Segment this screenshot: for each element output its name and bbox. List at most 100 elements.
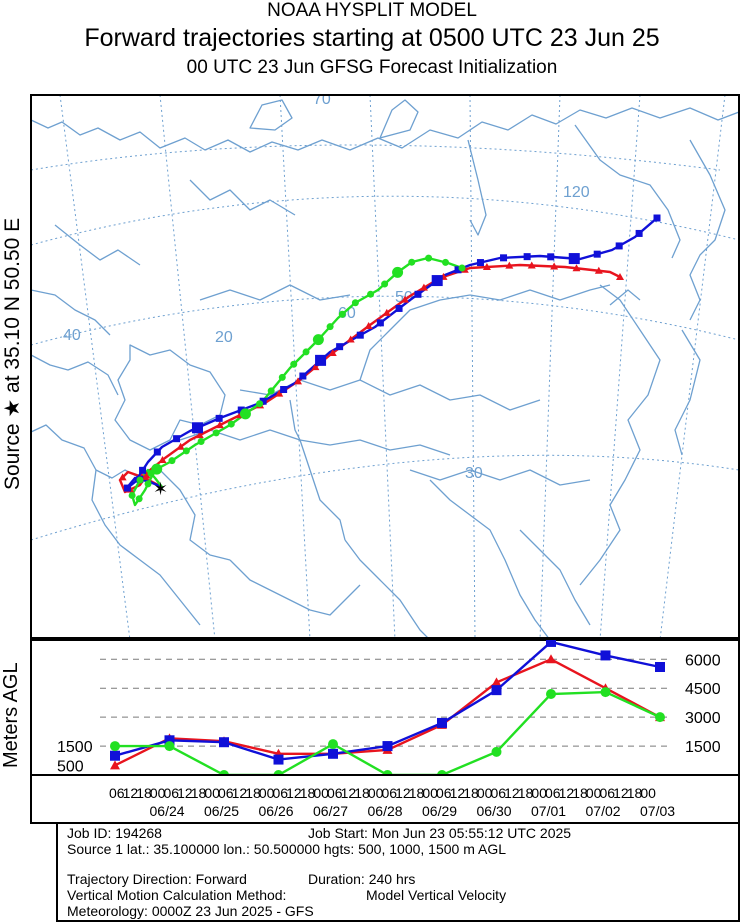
hour-tick-label: 12	[450, 785, 466, 801]
map-point-green	[128, 491, 136, 499]
map-point-blue	[523, 253, 531, 261]
map-point-red	[505, 261, 514, 269]
map-point-blue	[653, 214, 661, 222]
map-point-red	[215, 421, 224, 429]
hour-tick-label: 18	[191, 785, 207, 801]
map-point-green	[151, 463, 163, 475]
hour-tick-label: 00	[531, 785, 547, 801]
hour-tick-label: 00	[368, 785, 384, 801]
map-point-red	[195, 431, 204, 439]
hour-tick-label: 18	[463, 785, 479, 801]
map-point-blue	[431, 275, 443, 287]
hour-tick-label: 06	[164, 785, 180, 801]
trajectory-duration: Duration: 240 hrs	[308, 871, 416, 887]
hour-tick-label: 18	[245, 785, 261, 801]
trajectory-direction: Trajectory Direction: Forward	[67, 871, 247, 887]
vertical-motion-value: Model Vertical Velocity	[366, 887, 507, 903]
hour-tick-label: 00	[259, 785, 275, 801]
plot-title: Forward trajectories starting at 0500 UT…	[84, 24, 660, 52]
vertical-motion-method: Vertical Motion Calculation Method:	[67, 887, 287, 903]
hour-tick-label: 18	[409, 785, 425, 801]
map-point-red	[419, 283, 428, 291]
map-point-blue	[299, 372, 307, 380]
map-point-red	[482, 262, 491, 270]
right-tick-label: 1500	[685, 739, 721, 756]
map-point-blue	[215, 414, 223, 422]
hour-tick-label: 06	[109, 785, 125, 801]
hour-tick-label: 06	[218, 785, 234, 801]
lat-label-70: 70	[313, 91, 331, 108]
map-point-blue	[635, 229, 643, 237]
hour-tick-label: 18	[572, 785, 588, 801]
map-point-green	[227, 420, 235, 428]
map-point-red	[311, 363, 320, 371]
profile-series	[110, 640, 665, 775]
hour-tick-label: 12	[286, 785, 302, 801]
job-start: Job Start: Mon Jun 23 05:55:12 UTC 2025	[308, 825, 572, 841]
right-tick-label: 3000	[685, 710, 721, 727]
map-point-blue	[500, 254, 508, 262]
map-point-blue	[454, 266, 462, 274]
profile-point-blue	[382, 741, 393, 752]
info-box	[56, 822, 740, 922]
map-point-green	[381, 280, 389, 288]
hour-tick-label: 06	[436, 785, 452, 801]
map-point-blue	[568, 253, 580, 265]
meteorology: Meteorology: 0000Z 23 Jun 2025 - GFS	[67, 903, 314, 919]
map-point-green	[182, 447, 190, 455]
date-tick-label: 07/03	[640, 803, 675, 819]
map-point-blue	[336, 343, 344, 351]
map-point-red	[572, 264, 581, 272]
map-point-green	[338, 310, 346, 318]
map-point-green	[442, 258, 450, 266]
profile-point-green	[655, 712, 665, 723]
map-point-blue	[153, 448, 161, 456]
lat-label-40: 40	[63, 327, 81, 344]
map-point-green	[312, 334, 324, 346]
map-point-red	[176, 442, 185, 450]
date-tick-label: 07/02	[586, 803, 621, 819]
profile-point-blue	[655, 662, 665, 672]
map-point-green	[135, 495, 143, 503]
map-point-blue	[191, 422, 203, 434]
hour-tick-label: 12	[123, 785, 139, 801]
trajectory-markers	[118, 214, 661, 503]
map-point-green	[168, 457, 176, 465]
map-point-blue	[315, 354, 327, 366]
map-point-red	[382, 308, 391, 316]
time-axis-ticks: 0612180006/240612180006/250612180006/260…	[109, 785, 675, 819]
map-frame	[30, 94, 740, 639]
profile-point-green	[437, 770, 447, 775]
profile-point-green	[164, 741, 175, 752]
date-tick-label: 07/01	[531, 803, 566, 819]
profile-point-blue	[273, 754, 284, 765]
map-point-red	[142, 471, 151, 479]
hour-tick-label: 00	[586, 785, 602, 801]
map-point-green	[326, 323, 334, 331]
map-point-green	[425, 254, 433, 262]
profile-point-red	[546, 654, 556, 664]
lon-label-120: 120	[563, 184, 590, 201]
hour-tick-label: 06	[382, 785, 398, 801]
map-point-blue	[356, 331, 364, 339]
graticule-labels: 70 60 50 40 30 20 120	[63, 91, 590, 482]
map-point-blue	[615, 242, 623, 250]
right-tick-label: 4500	[685, 681, 721, 698]
lat-label-60: 60	[338, 305, 356, 322]
map-point-blue	[593, 250, 601, 258]
map-point-red	[158, 455, 167, 463]
hour-tick-label: 18	[627, 785, 643, 801]
hour-tick-label: 00	[640, 785, 656, 801]
map-point-red	[550, 262, 559, 270]
hour-tick-label: 12	[613, 785, 629, 801]
profile-point-green	[328, 739, 338, 750]
date-tick-label: 06/29	[422, 803, 457, 819]
hour-tick-label: 00	[204, 785, 220, 801]
map-point-blue	[173, 435, 181, 443]
left-tick-label: 1500	[57, 739, 93, 756]
map-point-red	[293, 377, 302, 385]
map-point-blue	[123, 484, 131, 492]
map-point-green	[278, 373, 286, 381]
hour-tick-label: 06	[600, 785, 616, 801]
